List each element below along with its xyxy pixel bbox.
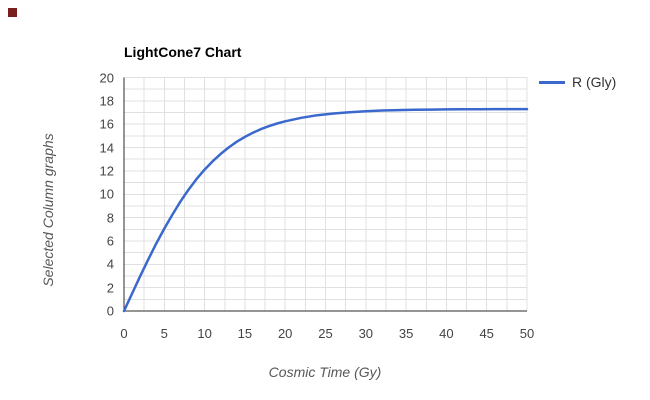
x-tick-label: 25 xyxy=(318,326,333,341)
x-tick-label: 50 xyxy=(519,326,535,341)
x-tick-label: 45 xyxy=(479,326,494,341)
y-tick-label: 10 xyxy=(99,186,114,202)
y-tick-label: 12 xyxy=(99,163,114,179)
x-tick-label: 10 xyxy=(197,326,212,341)
y-tick-label: 20 xyxy=(99,70,114,85)
y-tick-label: 4 xyxy=(106,256,114,272)
x-tick-label: 15 xyxy=(237,326,253,341)
x-tick-label: 35 xyxy=(398,326,414,341)
legend: R (Gly) xyxy=(539,74,616,90)
y-axis-title: Selected Column graphs xyxy=(40,133,56,287)
series-line xyxy=(122,107,529,313)
legend-line-swatch xyxy=(539,80,565,84)
y-tick-label: 6 xyxy=(106,233,114,249)
y-tick-label: 18 xyxy=(99,93,114,109)
x-axis-title: Cosmic Time (Gy) xyxy=(268,364,382,380)
chart-title: LightCone7 Chart xyxy=(124,44,242,60)
corner-marker xyxy=(8,8,17,17)
y-tick-label: 0 xyxy=(106,303,114,319)
x-tick-label: 0 xyxy=(120,326,128,341)
y-tick-label: 2 xyxy=(106,280,114,296)
x-tick-label: 5 xyxy=(160,326,168,341)
legend-label: R (Gly) xyxy=(572,74,617,90)
x-tick-label: 30 xyxy=(358,326,374,341)
y-tick-label: 16 xyxy=(99,116,114,132)
y-tick-label: 8 xyxy=(106,210,114,226)
y-tick-label: 14 xyxy=(99,140,114,156)
x-tick-label: 20 xyxy=(277,326,293,341)
x-tick-label: 40 xyxy=(439,326,454,341)
